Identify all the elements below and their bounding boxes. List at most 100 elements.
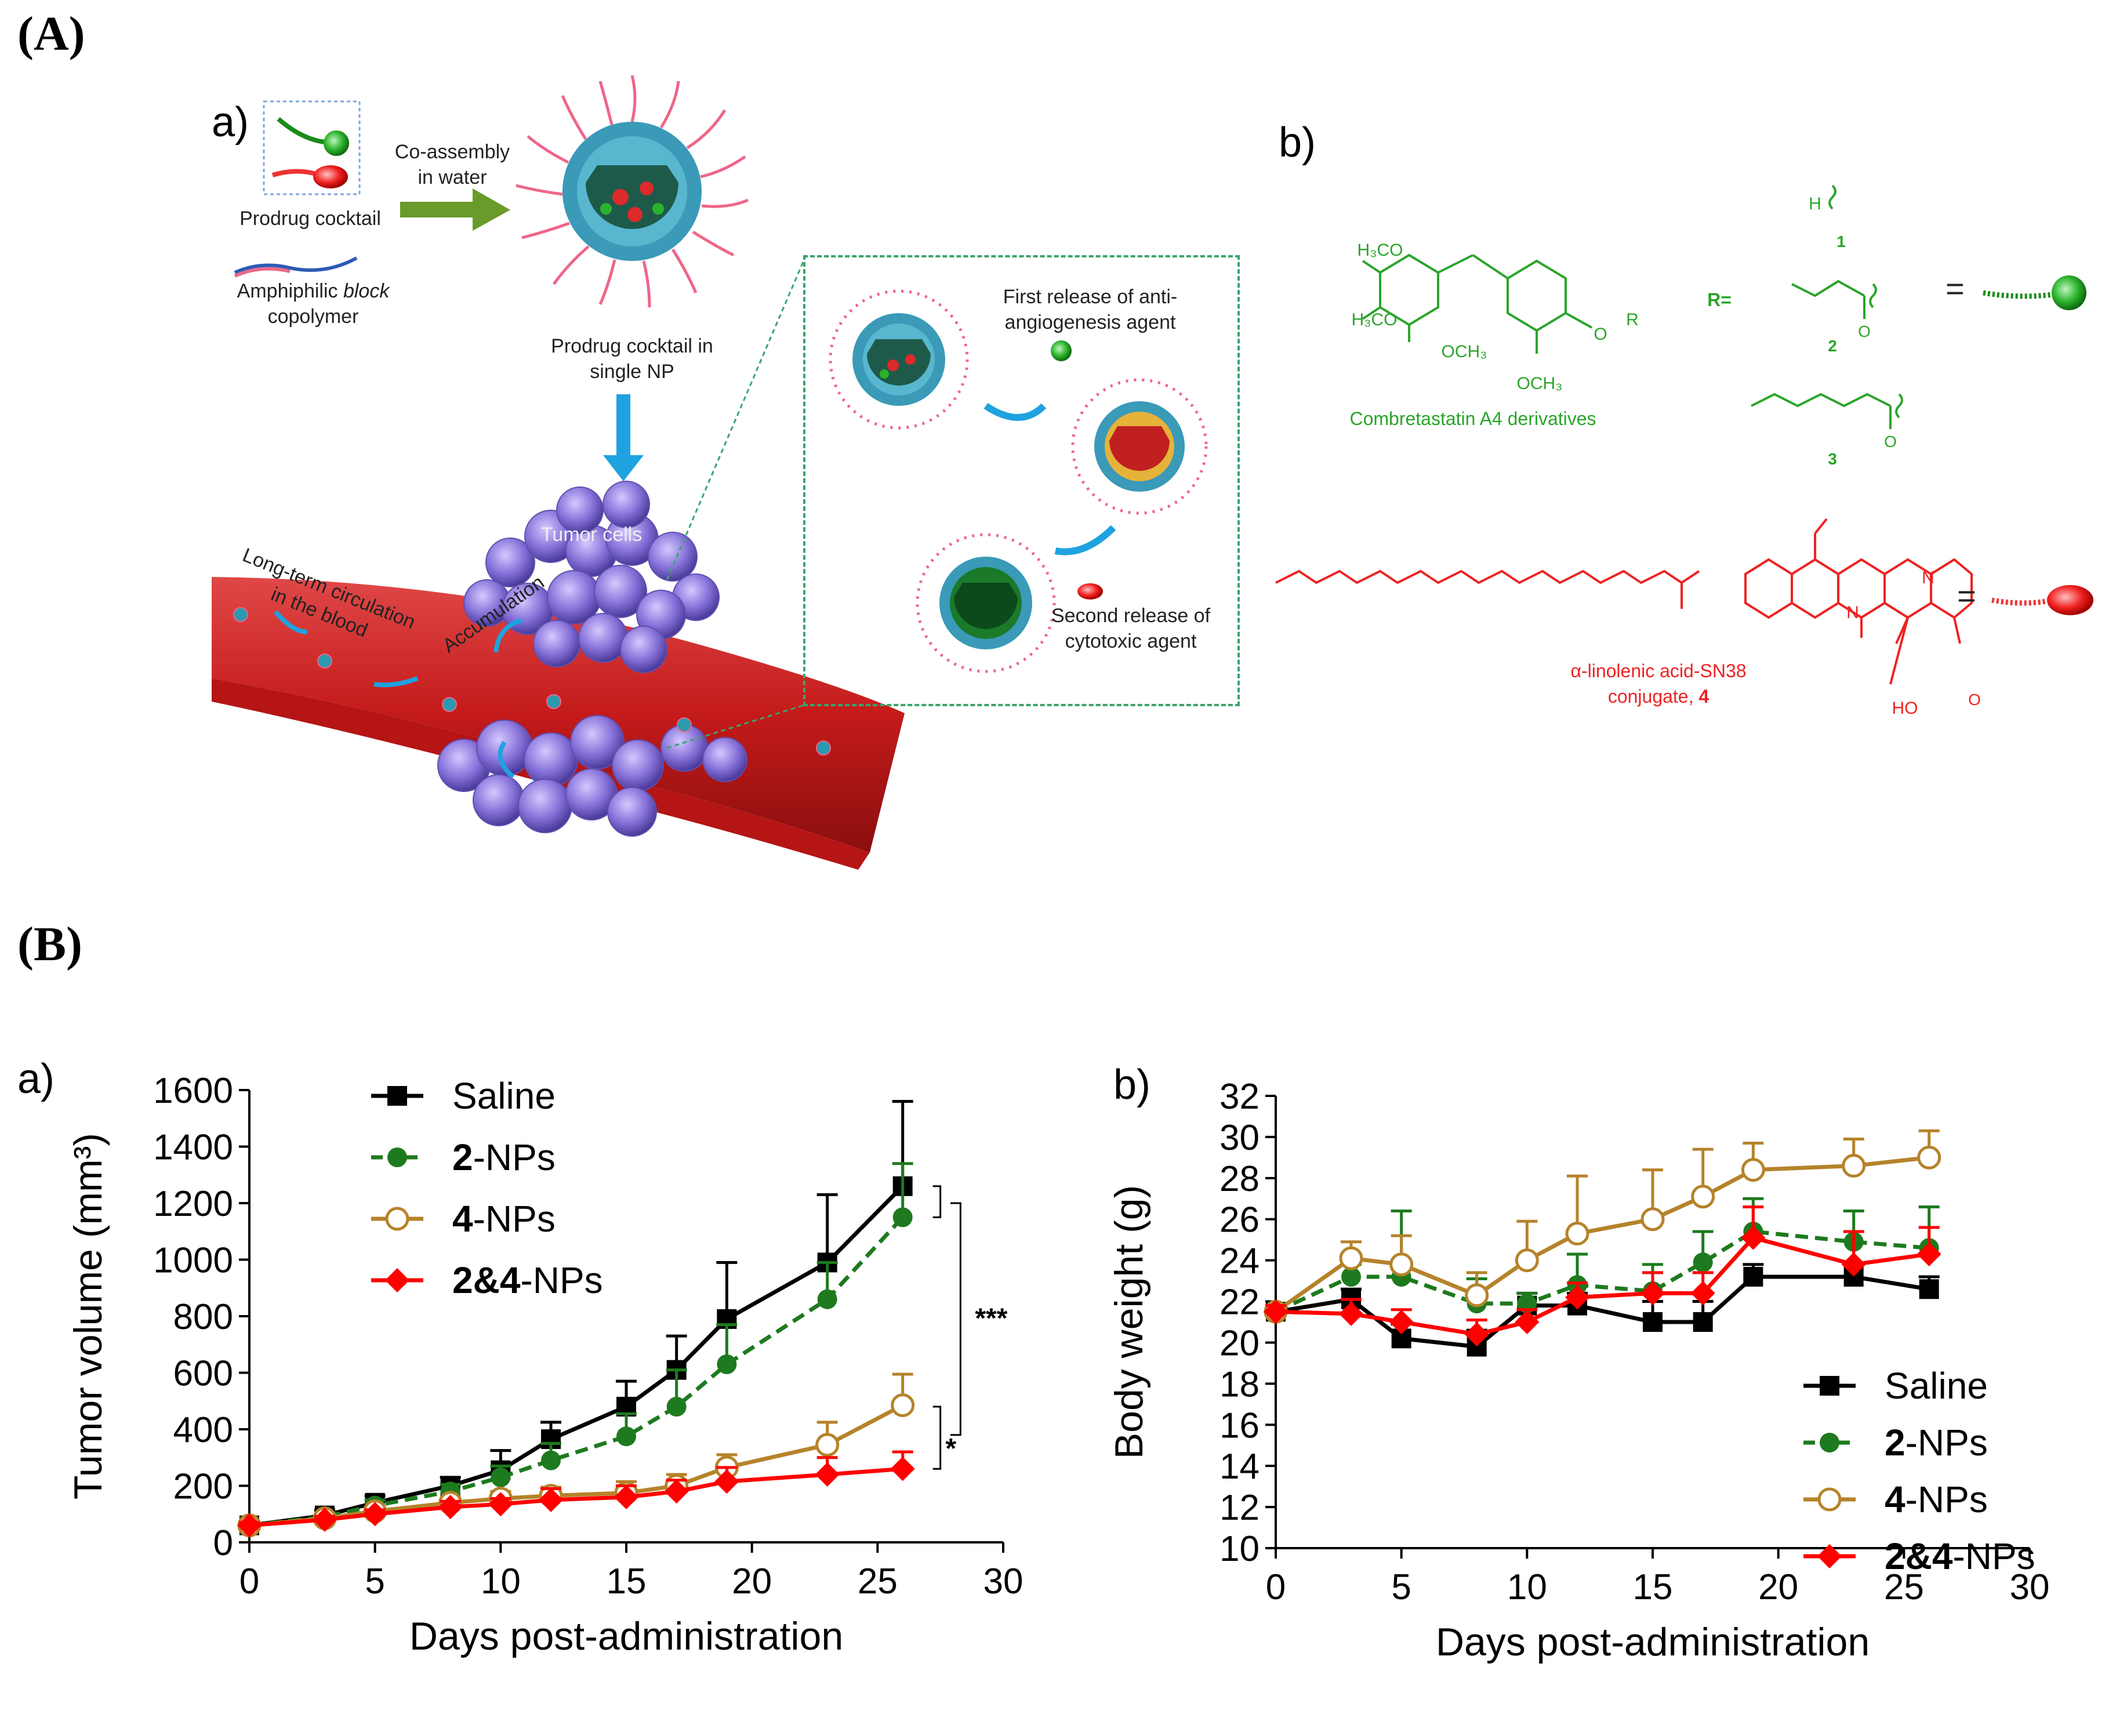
tumor-bracket-small [932, 1185, 942, 1218]
weight-x-tick-label: 5 [1391, 1567, 1411, 1607]
weight-y-tick-label: 20 [1219, 1323, 1260, 1363]
weight-legend-label-bold: 2 [1885, 1422, 1906, 1463]
tumor-data-point [614, 1485, 638, 1509]
tumor-series-1 [239, 1162, 913, 1535]
tumor-x-tick-label: 0 [239, 1561, 259, 1601]
carbonyl-o-label-red: O [1968, 691, 1981, 709]
tumor-data-point [362, 1502, 387, 1527]
weight-y-tick-label: 10 [1219, 1529, 1260, 1569]
weight-series-line [1275, 1229, 1929, 1314]
coassembly-label-line1: Co-assembly [394, 141, 510, 163]
tumor-volume-chart: 0 200 400 600 800 1000 1200 1400 1600 0 5 10 15 20 25 3… [66, 1071, 1023, 1658]
n-label-2: N [1922, 568, 1934, 587]
significance-one-star: * [945, 1433, 956, 1464]
weight-x-tick-label: 15 [1633, 1567, 1673, 1607]
red-prodrug-head-icon [313, 165, 348, 188]
sn38-label-index: 4 [1698, 686, 1710, 707]
tumor-data-point [892, 1207, 913, 1227]
weight-series-2 [1264, 1129, 1941, 1324]
tumor-x-tick-label: 5 [365, 1561, 384, 1601]
weight-data-point [1917, 1242, 1941, 1266]
tumor-y-axis-label: Tumor volume (mm³) [66, 1133, 110, 1499]
h-label: H [1809, 194, 1821, 213]
tumor-y-tick-label: 0 [213, 1523, 233, 1563]
weight-data-point [1640, 1281, 1665, 1306]
tumor-series-line [249, 1216, 905, 1528]
inset-np-final-icon [916, 533, 1056, 673]
weight-legend-label-rest: Saline [1885, 1365, 1988, 1407]
flow-arrow-icon [273, 610, 308, 634]
coassembly-label: Co-assembly in water [377, 139, 528, 190]
weight-data-point [1741, 1158, 1765, 1182]
tumor-legend-label: Saline [452, 1075, 556, 1117]
block-word: block [343, 280, 390, 302]
single-np-label-line1: Prodrug cocktail in [551, 335, 713, 357]
nanoparticle-icon [516, 75, 749, 308]
tumor-legend-label: 4-NPs [452, 1198, 556, 1240]
panel-b-sub-a-label: a) [17, 1056, 55, 1102]
tumor-legend-marker [385, 1207, 409, 1231]
sn38-label: α-linolenic acid-SN38 conjugate, 4 [1508, 658, 1809, 709]
weight-y-tick-label: 26 [1219, 1200, 1260, 1240]
single-np-label: Prodrug cocktail in single NP [528, 333, 736, 384]
coassembly-arrow-icon [400, 188, 510, 231]
tumor-bracket-star [932, 1405, 942, 1470]
tumor-y-tick-label: 200 [173, 1467, 233, 1507]
weight-data-point [1842, 1154, 1866, 1178]
first-release-label: First release of anti- angiogenesis agen… [980, 284, 1200, 335]
r-group-1 [1828, 184, 1836, 210]
tumor-legend-label-rest: Saline [452, 1075, 556, 1117]
weight-x-axis-label: Days post-administration [1436, 1620, 1870, 1664]
inset-np-initial-icon [829, 289, 969, 430]
weight-data-point [1515, 1248, 1539, 1273]
red-prodrug-legend-icon [1991, 597, 2053, 606]
second-release-line1: Second release of [1051, 605, 1211, 627]
weight-data-point [1693, 1252, 1713, 1273]
flow-arrow-icon-2 [373, 676, 419, 688]
och3-label-1: OCH₃ [1441, 342, 1487, 361]
tumor-series-3 [237, 1450, 915, 1538]
weight-legend-label-rest: -NPs [1906, 1422, 1988, 1463]
weight-legend-label: 4-NPs [1885, 1479, 1988, 1520]
carbonyl-o-label-2: O [1858, 322, 1871, 340]
weight-data-point [1841, 1252, 1866, 1277]
weight-legend-marker [1817, 1487, 1842, 1512]
r-index-2: 2 [1828, 337, 1837, 355]
weight-data-point [1691, 1185, 1715, 1209]
carbonyl-o-label-3: O [1884, 433, 1897, 451]
weight-legend-label: 2&4-NPs [1885, 1535, 2035, 1577]
tumor-y-tick-label: 600 [173, 1354, 233, 1394]
weight-y-axis-label: Body weight (g) [1107, 1185, 1151, 1459]
tumor-legend-label-bold: 4 [452, 1198, 473, 1240]
tumor-x-tick-label: 10 [481, 1561, 521, 1601]
red-prodrug-legend-head-icon [2047, 585, 2093, 615]
tumor-legend-label-rest: -NPs [520, 1259, 603, 1301]
tumor-series-line [249, 1403, 904, 1528]
tumor-x-tick-label: 20 [732, 1561, 772, 1601]
och3-label-2: OCH₃ [1516, 374, 1563, 393]
equals-red-label: = [1957, 578, 1976, 614]
tumor-y-tick-label: 1600 [153, 1071, 233, 1111]
tumor-data-point [815, 1462, 840, 1487]
weight-data-point [1693, 1312, 1713, 1332]
weight-legend-label-bold: 4 [1885, 1479, 1906, 1520]
weight-legend-label-bold: 2&4 [1885, 1535, 1953, 1577]
weight-legend-label: 2-NPs [1885, 1422, 1988, 1463]
r-group-3 [1751, 393, 1903, 429]
tumor-x-tick-label: 30 [983, 1561, 1023, 1601]
tumor-legend-marker [387, 1147, 407, 1167]
circulating-np-icons [233, 607, 831, 756]
tumor-legend-label-rest: -NPs [473, 1136, 556, 1178]
tumor-data-point [539, 1487, 563, 1512]
weight-legend-label-rest: -NPs [1952, 1535, 2035, 1577]
tumor-data-point [714, 1469, 739, 1494]
weight-y-tick-label: 30 [1219, 1118, 1260, 1158]
weight-data-point [1640, 1207, 1665, 1232]
tumor-y-tick-label: 1000 [153, 1241, 233, 1281]
panel-b-label: (B) [17, 917, 82, 971]
tumor-data-point [616, 1426, 636, 1447]
weight-data-point [1339, 1246, 1363, 1270]
copolymer-icon [234, 256, 358, 274]
